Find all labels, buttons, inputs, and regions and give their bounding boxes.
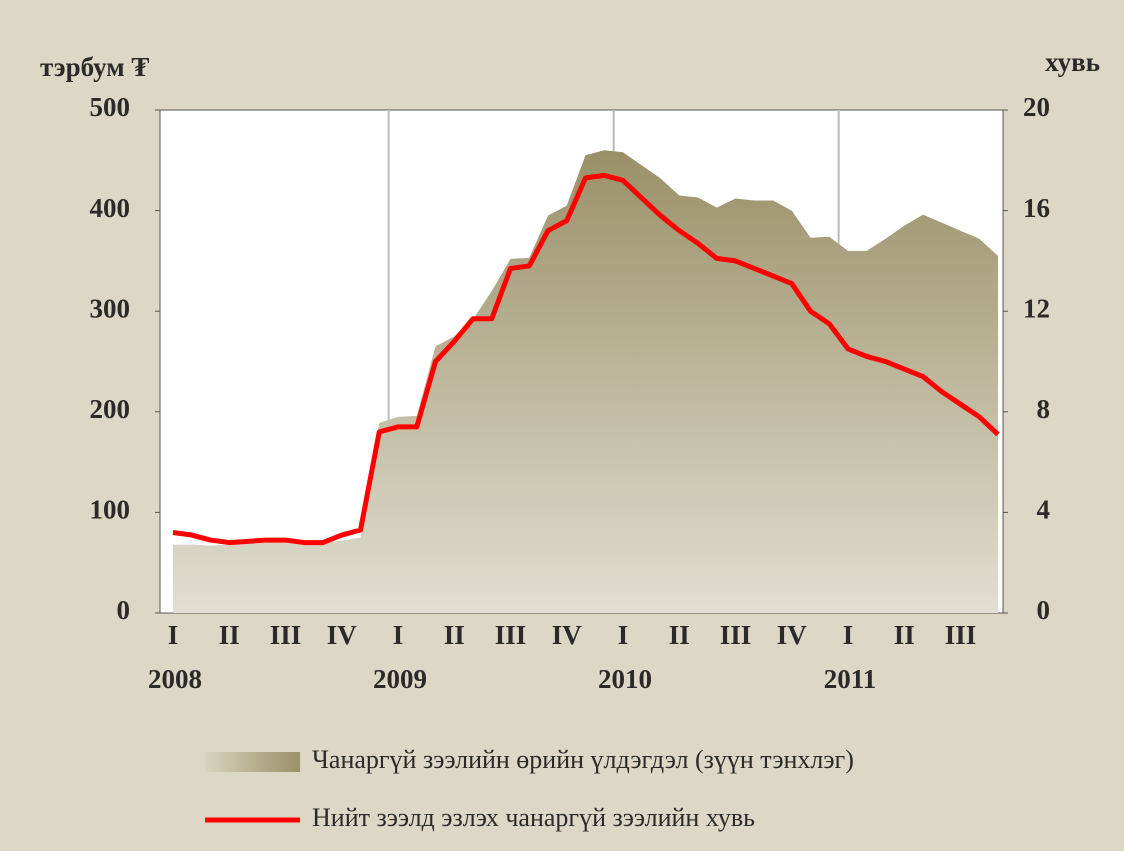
y-tick-label: 500 bbox=[90, 92, 131, 122]
y-axis-label: тэрбум ₮ bbox=[40, 52, 149, 82]
year-label: 2008 bbox=[148, 664, 202, 694]
y2-tick-label: 12 bbox=[1023, 293, 1050, 323]
y2-tick-label: 20 bbox=[1023, 92, 1050, 122]
x-tick-label: II bbox=[669, 620, 690, 650]
y2-axis-label: хувь bbox=[1045, 47, 1100, 77]
x-tick-label: IV bbox=[777, 620, 808, 650]
y2-tick-label: 0 bbox=[1037, 595, 1051, 625]
x-tick-label: I bbox=[843, 620, 854, 650]
y2-tick-label: 8 bbox=[1037, 394, 1051, 424]
x-tick-label: I bbox=[168, 620, 179, 650]
legend-label: Чанаргүй зээлийн өрийн үлдэгдэл (зүүн тэ… bbox=[312, 745, 854, 774]
legend-swatch bbox=[205, 752, 300, 772]
x-tick-label: III bbox=[495, 620, 527, 650]
y-tick-label: 0 bbox=[117, 595, 131, 625]
x-tick-label: II bbox=[444, 620, 465, 650]
y2-tick-label: 16 bbox=[1023, 193, 1050, 223]
y-tick-label: 400 bbox=[90, 193, 131, 223]
y-tick-label: 200 bbox=[90, 394, 131, 424]
x-tick-label: I bbox=[393, 620, 404, 650]
year-label: 2010 bbox=[598, 664, 652, 694]
x-tick-label: II bbox=[894, 620, 915, 650]
legend-label: Нийт зээлд эзлэх чанаргүй зээлийн хувь bbox=[312, 803, 755, 832]
x-tick-label: IV bbox=[552, 620, 583, 650]
x-tick-label: III bbox=[270, 620, 302, 650]
y-tick-label: 300 bbox=[90, 293, 131, 323]
area bbox=[173, 150, 998, 614]
year-label: 2009 bbox=[373, 664, 427, 694]
x-tick-label: I bbox=[618, 620, 629, 650]
x-tick-label: IV bbox=[327, 620, 358, 650]
x-tick-label: II bbox=[219, 620, 240, 650]
year-label: 2011 bbox=[824, 664, 877, 694]
x-tick-label: III bbox=[720, 620, 752, 650]
line bbox=[172, 172, 1000, 546]
y2-tick-label: 4 bbox=[1037, 495, 1051, 525]
y-tick-label: 100 bbox=[90, 495, 131, 525]
x-tick-label: III bbox=[945, 620, 977, 650]
